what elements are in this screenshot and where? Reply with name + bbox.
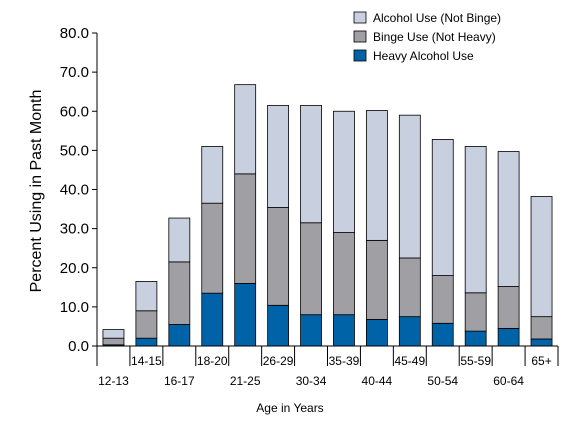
- x-tick-label-35-39: 35-39: [329, 354, 360, 368]
- bar-18-20-binge-not-heavy: [201, 202, 224, 294]
- legend-swatch-heavy: [353, 49, 367, 62]
- y-tick-label: 20.0: [60, 260, 89, 277]
- x-tick-label-18-20: 18-20: [197, 354, 228, 368]
- bar-30-34-binge-not-heavy: [300, 222, 322, 316]
- bar-40-44-heavy: [365, 318, 388, 347]
- bar-50-54-binge-not-heavy: [431, 275, 454, 324]
- bar-16-17-alcohol-not-binge: [168, 217, 191, 263]
- x-tick-label-14-15: 14-15: [131, 354, 162, 368]
- x-tick-label-21-25: 21-25: [230, 374, 261, 388]
- bar-50-54-heavy: [431, 322, 454, 347]
- bar-50-54-alcohol-not-binge: [431, 139, 454, 276]
- bar-14-15-alcohol-not-binge: [135, 281, 158, 312]
- bar-26-29-heavy: [267, 304, 290, 347]
- axes-layer: [92, 32, 559, 366]
- y-tick-label: 60.0: [60, 103, 89, 120]
- x-tick-label-55-59: 55-59: [460, 354, 491, 368]
- bar-16-17-heavy: [168, 324, 191, 347]
- x-tick-label-30-34: 30-34: [296, 374, 327, 388]
- x-tick-label-60-64: 60-64: [493, 374, 524, 388]
- bar-65+-alcohol-not-binge: [530, 196, 553, 318]
- bar-18-20-alcohol-not-binge: [201, 146, 224, 204]
- y-tick-label: 10.0: [60, 299, 89, 316]
- bar-40-44-alcohol-not-binge: [365, 110, 388, 241]
- x-tick-label-45-49: 45-49: [394, 354, 425, 368]
- bar-55-59-heavy: [464, 330, 487, 347]
- bar-30-34-heavy: [300, 314, 322, 347]
- y-tick-label: 40.0: [60, 182, 89, 199]
- y-tick-label: 70.0: [60, 64, 89, 81]
- x-axis-title: Age in Years: [256, 401, 323, 415]
- bar-18-20-heavy: [201, 292, 224, 347]
- bar-40-44-binge-not-heavy: [365, 239, 388, 320]
- y-axis-title: Percent Using in Past Month: [28, 90, 45, 293]
- y-tick-label: 80.0: [60, 25, 89, 42]
- y-tick-label: 30.0: [60, 221, 89, 238]
- bar-21-25-binge-not-heavy: [234, 173, 257, 284]
- bar-21-25-alcohol-not-binge: [234, 84, 257, 175]
- bar-12-13-binge-not-heavy: [102, 337, 125, 346]
- bar-55-59-binge-not-heavy: [464, 292, 487, 332]
- legend-swatch-binge-not-heavy: [353, 30, 367, 43]
- y-tick-label: 50.0: [60, 142, 89, 159]
- x-tick-label-65+: 65+: [531, 354, 551, 368]
- bar-21-25-heavy: [234, 282, 257, 347]
- bar-45-49-binge-not-heavy: [398, 257, 421, 318]
- legend-label-heavy: Heavy Alcohol Use: [373, 49, 474, 63]
- labels-layer: 0.0 10.0 20.0 30.0 40.0 50.0 60.0 70.0 80.0 12-13…: [60, 25, 552, 388]
- bar-14-15-binge-not-heavy: [135, 310, 158, 339]
- bar-26-29-alcohol-not-binge: [267, 104, 290, 208]
- legend-label-alcohol-not-binge: Alcohol Use (Not Binge): [373, 11, 501, 25]
- x-tick-label-50-54: 50-54: [427, 374, 458, 388]
- bar-55-59-alcohol-not-binge: [464, 146, 487, 294]
- bars-layer: [102, 84, 553, 347]
- bar-12-13-alcohol-not-binge: [102, 329, 125, 339]
- y-tick-label: 0.0: [68, 338, 89, 355]
- bar-65+-binge-not-heavy: [530, 316, 553, 340]
- bar-60-64-alcohol-not-binge: [497, 151, 520, 287]
- bar-45-49-alcohol-not-binge: [398, 114, 421, 259]
- legend: Alcohol Use (Not Binge) Binge Use (Not He…: [353, 11, 501, 63]
- bar-35-39-binge-not-heavy: [333, 232, 355, 316]
- bar-35-39-heavy: [333, 314, 355, 347]
- bar-65+-heavy: [530, 338, 553, 347]
- bar-14-15-heavy: [135, 337, 158, 347]
- bar-60-64-binge-not-heavy: [497, 286, 520, 329]
- legend-label-binge-not-heavy: Binge Use (Not Heavy): [373, 30, 496, 44]
- bar-45-49-heavy: [398, 316, 421, 347]
- x-tick-label-40-44: 40-44: [362, 374, 393, 388]
- bar-35-39-alcohol-not-binge: [333, 110, 355, 233]
- bar-16-17-binge-not-heavy: [168, 261, 191, 325]
- x-tick-label-12-13: 12-13: [98, 374, 129, 388]
- bar-30-34-alcohol-not-binge: [300, 104, 322, 224]
- x-tick-label-16-17: 16-17: [164, 374, 195, 388]
- bar-26-29-binge-not-heavy: [267, 207, 290, 306]
- bar-60-64-heavy: [497, 327, 520, 347]
- x-tick-label-26-29: 26-29: [263, 354, 294, 368]
- legend-swatch-alcohol-not-binge: [353, 11, 367, 24]
